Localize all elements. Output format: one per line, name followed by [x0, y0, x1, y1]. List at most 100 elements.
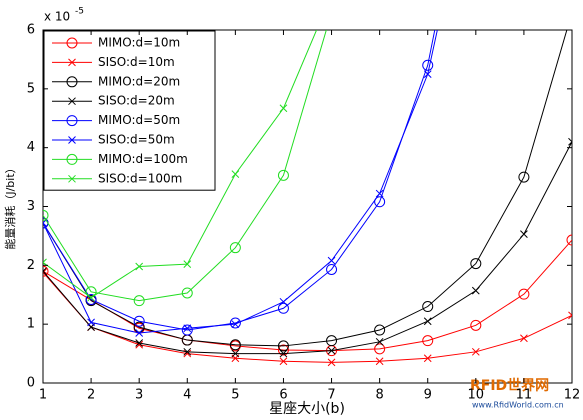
marker: [135, 339, 144, 347]
marker: [183, 260, 192, 269]
marker: [423, 354, 432, 363]
marker: [85, 286, 97, 298]
marker: [133, 315, 145, 327]
marker: [277, 344, 289, 356]
marker: [43, 267, 47, 276]
marker: [327, 358, 336, 367]
series-line: [43, 239, 572, 352]
marker: [85, 293, 97, 305]
marker: [422, 301, 434, 313]
marker: [327, 346, 336, 355]
marker: [327, 256, 336, 265]
marker: [66, 76, 78, 88]
marker: [133, 321, 145, 333]
marker: [133, 295, 145, 307]
marker: [374, 196, 386, 208]
marker: [135, 329, 144, 337]
legend-label: MIMO:d=10m: [98, 36, 180, 50]
series-line: [43, 30, 438, 334]
legend-label: MIMO:d=100m: [98, 152, 188, 166]
x-tick-label: 1: [39, 388, 47, 403]
marker: [375, 337, 384, 346]
marker: [423, 70, 432, 78]
marker: [229, 242, 241, 254]
marker: [68, 174, 76, 183]
legend-label: SISO:d=10m: [98, 55, 175, 69]
series-line: [43, 272, 572, 363]
x-tick-label: 2: [87, 388, 95, 403]
y-tick-label: 3: [27, 199, 35, 214]
x-tick-label: 8: [375, 388, 383, 403]
y-tick-label: 1: [27, 317, 35, 332]
y-tick-label: 4: [27, 140, 35, 155]
marker: [87, 293, 95, 302]
y-tick-label: 0: [27, 376, 35, 391]
marker: [375, 357, 384, 366]
y-tick-label: 5: [27, 81, 35, 96]
series-line: [43, 141, 572, 355]
marker: [181, 287, 193, 299]
marker: [279, 349, 288, 358]
marker: [568, 311, 572, 320]
marker: [520, 334, 528, 343]
marker: [231, 320, 240, 329]
marker: [327, 7, 337, 17]
marker: [87, 318, 95, 327]
marker: [422, 59, 434, 71]
marker: [68, 58, 76, 67]
marker: [423, 317, 432, 326]
x-tick-label: 4: [183, 388, 191, 403]
x-tick-label: 10: [468, 388, 485, 403]
x-tick-label: 9: [424, 388, 432, 403]
y-multiplier-exponent: -5: [75, 7, 84, 17]
marker: [181, 324, 193, 336]
legend-label: MIMO:d=20m: [98, 74, 180, 88]
marker: [277, 169, 289, 181]
marker: [566, 234, 572, 246]
marker: [326, 263, 338, 275]
marker: [470, 319, 482, 331]
marker: [66, 115, 78, 127]
marker: [471, 347, 480, 356]
x-tick-label: 6: [279, 388, 287, 403]
marker: [470, 258, 482, 270]
y-tick-label: 2: [27, 258, 35, 273]
marker: [183, 324, 192, 333]
marker: [43, 258, 47, 267]
marker: [66, 153, 78, 165]
marker: [518, 171, 530, 183]
marker: [374, 343, 386, 355]
x-axis-label: 星座大小(b): [269, 401, 345, 417]
marker: [518, 288, 530, 300]
marker: [375, 189, 384, 198]
x-tick-label: 5: [231, 388, 239, 403]
legend-label: MIMO:d=50m: [98, 113, 180, 127]
x-tick-label: 11: [516, 388, 533, 403]
marker: [43, 219, 47, 227]
marker: [68, 97, 76, 106]
marker: [277, 340, 289, 352]
legend-label: SISO:d=50m: [98, 133, 175, 147]
marker: [231, 170, 240, 178]
marker: [43, 209, 49, 221]
marker: [422, 335, 434, 347]
marker: [326, 335, 338, 347]
marker: [68, 136, 76, 144]
marker: [66, 37, 78, 49]
marker: [43, 265, 49, 277]
marker: [520, 230, 528, 239]
series-line: [43, 30, 568, 347]
marker: [43, 268, 47, 277]
marker: [279, 297, 288, 306]
legend: MIMO:d=10m SISO:d=10m MIMO:d=20m SISO:d=20m…: [43, 30, 216, 191]
y-axis-label: 能量消耗（J/bit）: [3, 162, 17, 249]
y-tick-label: 6: [27, 23, 35, 38]
x-tick-label: 12: [564, 388, 581, 403]
watermark-url: www.RfidWorld.com.cn: [472, 401, 564, 410]
marker: [568, 137, 572, 146]
marker: [135, 262, 144, 271]
legend-box: [43, 30, 216, 191]
marker: [183, 347, 192, 356]
y-multiplier: x 10: [44, 10, 70, 24]
